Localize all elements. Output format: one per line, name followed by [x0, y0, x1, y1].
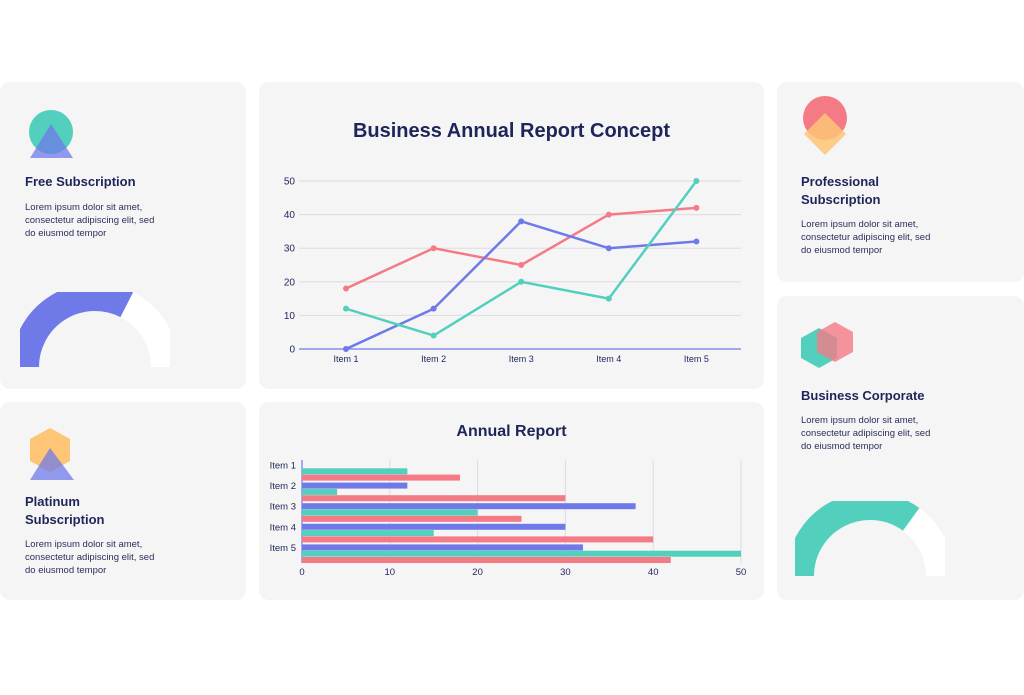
data-point: [343, 285, 349, 292]
business-corporate-description: Lorem ipsum dolor sit amet, consectetur …: [801, 415, 931, 452]
business-corporate-card: Business Corporate Lorem ipsum dolor sit…: [777, 296, 1024, 600]
y-tick-label: 10: [284, 311, 296, 322]
data-point: [343, 346, 349, 352]
data-point: [430, 332, 437, 339]
x-tick-label: Item 4: [596, 354, 621, 364]
x-tick-label: 0: [299, 567, 304, 578]
data-point: [518, 218, 525, 225]
bar: [302, 509, 478, 516]
free-subscription-gauge: [20, 292, 170, 368]
circle-diamond-icon: [803, 96, 847, 155]
data-point: [343, 305, 349, 312]
series-line: [345, 220, 697, 351]
x-tick-label: 50: [736, 567, 747, 578]
data-point: [430, 305, 437, 312]
y-tick-label: Item 4: [270, 522, 296, 533]
y-tick-label: Item 3: [270, 502, 296, 513]
circle-triangle-icon: [29, 110, 73, 158]
bar: [302, 488, 338, 495]
data-point: [518, 262, 525, 268]
line-chart-title: Business Annual Report Concept: [352, 120, 671, 142]
y-tick-label: 40: [284, 210, 296, 221]
bar: [302, 530, 434, 537]
gauge-fill: [20, 292, 134, 368]
bar: [302, 544, 583, 551]
free-subscription-description: Lorem ipsum dolor sit amet, consectetur …: [25, 202, 155, 239]
professional-subscription-card: Professional Subscription Lorem ipsum do…: [777, 82, 1024, 282]
business-corporate-gauge: [795, 501, 945, 577]
bar-chart-card: Annual Report 0 10 20 30 40 50 Item 1 Item 2 Ite…: [259, 402, 764, 600]
bar: [302, 523, 566, 530]
x-tick-label: Item 3: [509, 354, 534, 364]
bar: [302, 474, 461, 481]
overlapping-hexagons-icon: [801, 322, 853, 368]
y-tick-label: 50: [284, 177, 296, 188]
data-point: [693, 204, 700, 211]
bar: [302, 495, 566, 502]
bar: [302, 468, 408, 475]
x-tick-label: Item 1: [333, 354, 358, 364]
bar: [302, 550, 741, 557]
bar: [302, 536, 654, 543]
bar: [302, 515, 522, 522]
y-tick-label: Item 5: [270, 543, 296, 554]
line-chart: 0 10 20 30 40 50 Item 1 Item 2 Item 3 Item 4 Item …: [284, 177, 741, 364]
line-chart-card: Business Annual Report Concept 0 10 20 30 40…: [259, 82, 764, 389]
bar: [302, 503, 636, 510]
x-tick-label: 40: [648, 567, 659, 578]
y-tick-label: Item 1: [270, 461, 296, 472]
x-tick-label: Item 2: [421, 354, 446, 364]
free-subscription-title: Free Subscription: [25, 174, 136, 189]
business-corporate-title: Business Corporate: [801, 388, 925, 403]
x-tick-label: 20: [472, 567, 483, 578]
gauge-fill: [795, 501, 920, 577]
x-tick-label: 30: [560, 567, 571, 578]
y-tick-label: 30: [284, 244, 296, 255]
data-point: [693, 178, 700, 184]
data-point: [605, 245, 612, 252]
platinum-subscription-title: Platinum Subscription: [25, 494, 105, 527]
y-tick-label: 20: [284, 277, 296, 288]
x-tick-label: Item 5: [684, 354, 709, 364]
x-tick-label: 10: [385, 567, 396, 578]
professional-subscription-title: Professional Subscription: [801, 174, 881, 207]
platinum-subscription-description: Lorem ipsum dolor sit amet, consectetur …: [25, 539, 155, 576]
data-point: [518, 278, 525, 285]
y-tick-label: Item 2: [270, 481, 296, 492]
series-line: [345, 180, 698, 337]
free-subscription-card: Free Subscription Lorem ipsum dolor sit …: [0, 82, 246, 389]
y-tick-label: 0: [289, 345, 295, 356]
data-point: [605, 211, 612, 218]
bar: [302, 557, 671, 563]
data-point: [430, 245, 437, 252]
hexagon-triangle-icon: [30, 428, 74, 480]
platinum-subscription-card: Platinum Subscription Lorem ipsum dolor …: [0, 402, 246, 600]
professional-subscription-description: Lorem ipsum dolor sit amet, consectetur …: [801, 219, 931, 256]
data-point: [605, 295, 612, 302]
data-point: [693, 238, 700, 245]
bar-chart-title: Annual Report: [456, 423, 567, 440]
bar: [302, 482, 408, 489]
bar-chart: 0 10 20 30 40 50 Item 1 Item 2 Item 3 Item 4 Item …: [270, 460, 747, 578]
